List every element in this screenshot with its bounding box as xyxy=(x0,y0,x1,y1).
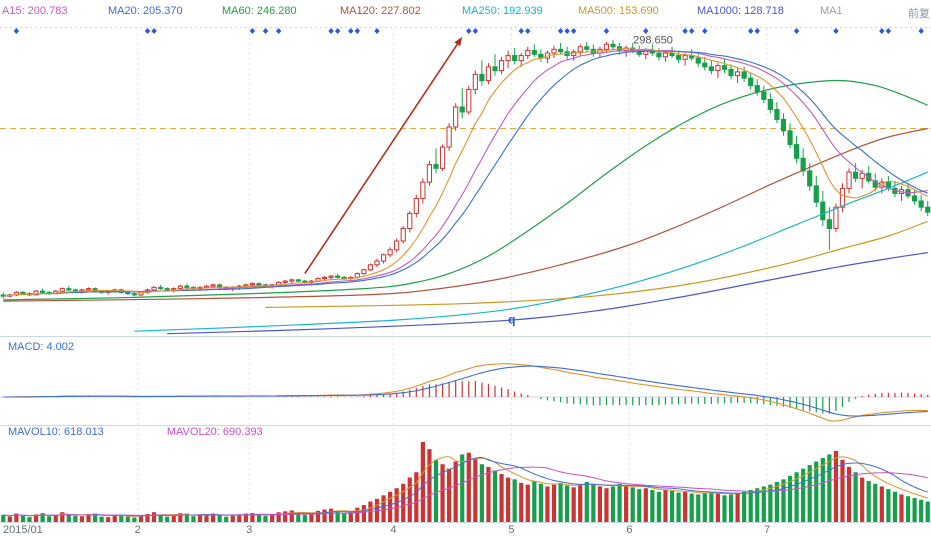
ma-legend-ma120: MA120: 227.802 xyxy=(340,5,421,17)
event-diamond-markers xyxy=(13,28,924,34)
x-axis-label: 2015/01 xyxy=(3,524,43,536)
panel-separators xyxy=(0,336,931,523)
ma-legend-a15: A15: 200.783 xyxy=(2,5,68,17)
macd-lines xyxy=(3,363,928,422)
candles-layer xyxy=(0,39,931,299)
x-axis-label: 7 xyxy=(764,524,771,536)
grid-lines xyxy=(0,27,931,522)
x-axis-labels: 2015/01 2 3 4 5 6 7 xyxy=(0,524,931,539)
trend-arrow-line xyxy=(304,43,458,275)
volume-legend-row: MAVOL10: 618.013 MAVOL20: 690.393 xyxy=(8,426,263,438)
x-axis-label: 2 xyxy=(134,524,141,536)
x-axis-label: 3 xyxy=(246,524,253,536)
ma-legend-row: A15: 200.783 MA20: 205.370 MA60: 246.280 MA… xyxy=(0,0,931,26)
x-axis-label: 5 xyxy=(508,524,515,536)
ma-legend-ma60: MA60: 246.280 xyxy=(222,5,297,17)
peak-price-label: 298.650 xyxy=(633,35,673,47)
macd-histogram xyxy=(9,380,929,414)
trend-arrow-head xyxy=(454,36,463,47)
ma-legend-ma1000: MA1000: 128.718 xyxy=(697,5,784,17)
volume-ma-lines xyxy=(3,456,928,517)
annotations: 298.650 q xyxy=(304,35,673,327)
ma-legend-ma500: MA500: 153.690 xyxy=(578,5,659,17)
macd-value-label: MACD: 4.002 xyxy=(8,341,75,353)
ma-legend-ma20: MA20: 205.370 xyxy=(108,5,183,17)
mavol20-label: MAVOL20: 690.393 xyxy=(166,426,263,438)
ma-legend-ma250: MA250: 192.939 xyxy=(462,5,543,17)
ma-lines-layer xyxy=(3,47,928,335)
mavol10-label: MAVOL10: 618.013 xyxy=(8,426,104,438)
volume-bars xyxy=(1,442,930,522)
x-axis-label: 4 xyxy=(390,524,397,536)
ma-legend-ma1: MA1 xyxy=(820,5,843,17)
price-adjust-button[interactable]: 前复 xyxy=(908,8,930,20)
x-axis-label: 6 xyxy=(626,524,633,536)
q-marker-label: q xyxy=(508,313,515,327)
